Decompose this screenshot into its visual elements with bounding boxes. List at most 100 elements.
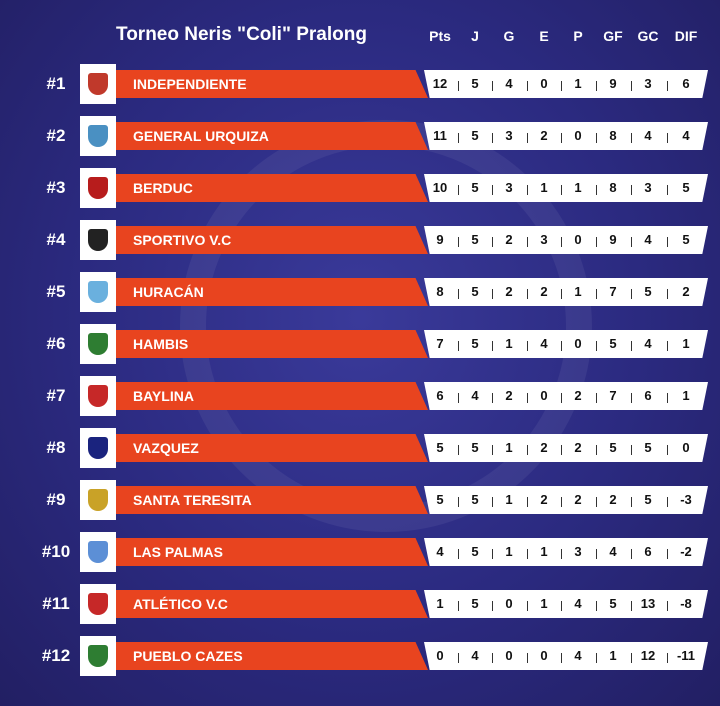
separator: [492, 549, 493, 559]
stat-value: 5: [471, 284, 479, 299]
stat-value: 1: [574, 284, 582, 299]
separator: [457, 549, 459, 559]
team-name: ATLÉTICO V.C: [133, 596, 228, 612]
stat-value: 4: [682, 128, 690, 143]
team-name: VAZQUEZ: [133, 440, 199, 456]
rank: #8: [46, 438, 66, 457]
stat-value: 2: [682, 284, 690, 299]
stat-value: 1: [436, 596, 444, 611]
separator: [561, 81, 562, 91]
team-logo: [80, 64, 116, 104]
separator: [526, 81, 528, 91]
stat-value: 4: [644, 232, 652, 247]
stat-value: 13: [640, 596, 656, 611]
rank: #12: [41, 646, 71, 665]
separator: [561, 341, 562, 351]
crest: [88, 541, 108, 563]
stat-value: 7: [609, 388, 617, 403]
column-header: GC: [637, 28, 659, 44]
stats-panel: [424, 226, 708, 254]
team-banner: [116, 226, 428, 254]
stat-value: 2: [540, 440, 548, 455]
separator: [595, 549, 597, 559]
separator: [492, 81, 493, 91]
stat-value: 6: [682, 76, 690, 91]
separator: [561, 601, 562, 611]
team-logo: [80, 636, 116, 676]
separator: [457, 237, 459, 247]
separator: [667, 653, 668, 663]
stat-value: 5: [471, 76, 479, 91]
stat-value: 2: [505, 284, 513, 299]
stat-value: 2: [540, 492, 548, 507]
separator: [561, 445, 562, 455]
stat-value: 1: [609, 648, 617, 663]
separator: [667, 133, 668, 143]
stat-value: -11: [676, 648, 696, 663]
stat-value: 2: [574, 492, 582, 507]
team-logo: [80, 376, 116, 416]
separator: [630, 289, 632, 299]
team-name: LAS PALMAS: [133, 544, 223, 560]
stat-value: 4: [471, 648, 479, 663]
stat-value: 5: [644, 492, 652, 507]
stat-value: 4: [436, 544, 444, 559]
stat-value: 5: [471, 492, 479, 507]
separator: [492, 393, 493, 403]
stat-value: 1: [682, 336, 690, 351]
crest: [88, 593, 108, 615]
separator: [492, 497, 493, 507]
team-logo: [80, 480, 116, 520]
stat-value: 6: [436, 388, 444, 403]
team-banner: [116, 382, 428, 410]
crest: [88, 333, 108, 355]
team-name: HURACÁN: [133, 284, 204, 300]
stat-value: 5: [471, 180, 479, 195]
stats-panel: [424, 330, 708, 358]
stat-value: 2: [609, 492, 617, 507]
column-header: GF: [603, 28, 623, 44]
stat-value: 3: [644, 180, 652, 195]
stat-value: 4: [574, 648, 582, 663]
separator: [630, 653, 632, 663]
separator: [630, 341, 632, 351]
separator: [630, 237, 632, 247]
separator: [630, 445, 632, 455]
separator: [492, 289, 493, 299]
stat-value: 10: [432, 180, 448, 195]
separator: [492, 653, 493, 663]
separator: [492, 133, 493, 143]
stats-panel: [424, 434, 708, 462]
separator: [457, 445, 459, 455]
separator: [667, 549, 668, 559]
separator: [457, 341, 459, 351]
rank: #1: [46, 74, 66, 93]
stat-value: 5: [644, 284, 652, 299]
stat-value: 1: [574, 180, 582, 195]
separator: [595, 653, 597, 663]
team-logo: [80, 532, 116, 572]
stat-value: 0: [540, 648, 548, 663]
team-banner: [116, 486, 428, 514]
rank: #10: [41, 542, 71, 561]
separator: [492, 601, 493, 611]
stat-value: 5: [609, 596, 617, 611]
crest: [88, 73, 108, 95]
separator: [526, 653, 528, 663]
separator: [595, 497, 597, 507]
separator: [595, 601, 597, 611]
separator: [561, 393, 562, 403]
team-logo: [80, 116, 116, 156]
separator: [526, 601, 528, 611]
stat-value: 2: [540, 128, 548, 143]
team-name: SANTA TERESITA: [133, 492, 252, 508]
separator: [526, 341, 528, 351]
title: Torneo Neris "Coli" Pralong: [116, 24, 367, 45]
separator: [526, 185, 528, 195]
stats-panel: [424, 590, 708, 618]
stat-value: 5: [471, 232, 479, 247]
stat-value: 5: [471, 128, 479, 143]
stat-value: 5: [682, 232, 690, 247]
stats-panel: [424, 382, 708, 410]
stats-panel: [424, 538, 708, 566]
